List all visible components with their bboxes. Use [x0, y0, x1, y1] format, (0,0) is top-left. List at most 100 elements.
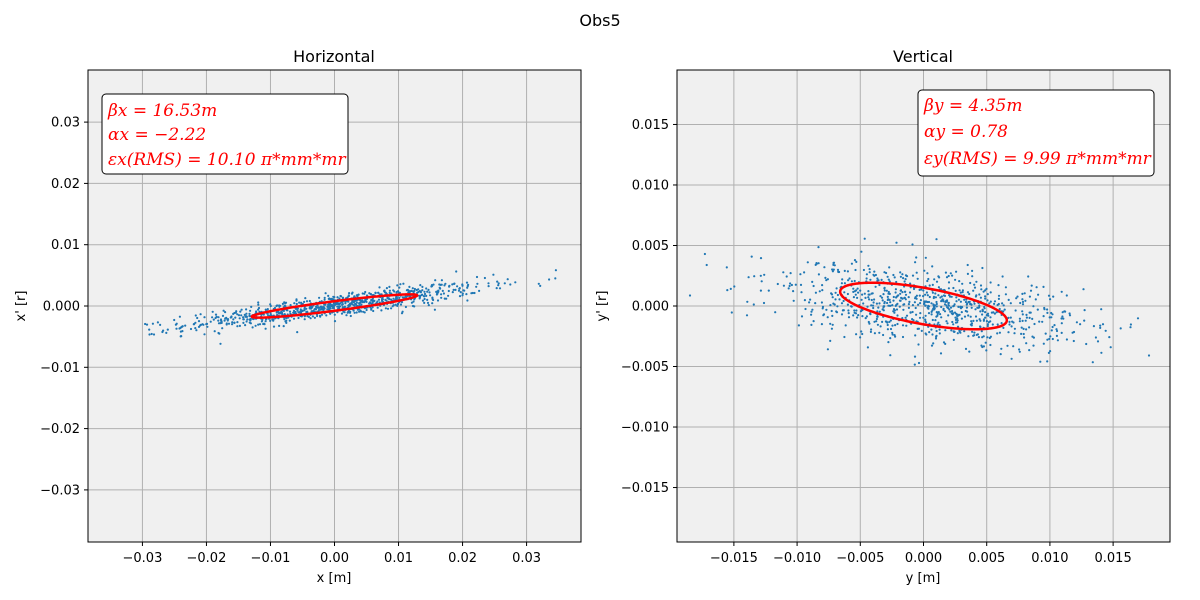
scatter-point [883, 287, 886, 290]
scatter-point [889, 301, 892, 304]
scatter-point [221, 314, 225, 317]
scatter-point [537, 282, 540, 285]
scatter-point [1021, 298, 1024, 301]
scatter-point [1052, 295, 1055, 298]
y-tick-label: 0.010 [632, 178, 669, 193]
scatter-point [1096, 340, 1100, 343]
scatter-point [386, 307, 390, 310]
scatter-point [269, 303, 272, 306]
scatter-point [848, 277, 851, 280]
scatter-point [249, 319, 252, 322]
scatter-point [245, 320, 248, 323]
scatter-point [440, 283, 443, 286]
scatter-point [303, 318, 306, 321]
scatter-point [457, 289, 461, 292]
scatter-point [920, 288, 923, 291]
scatter-point [1004, 286, 1008, 289]
rms-ellipse-vertical [838, 281, 1009, 331]
scatter-point [434, 279, 437, 282]
scatter-point [234, 316, 237, 319]
scatter-point [363, 292, 366, 295]
scatter-point [857, 314, 860, 317]
scatter-point [946, 322, 949, 325]
scatter-point [973, 286, 977, 289]
scatter-point [944, 329, 947, 332]
scatter-point [894, 324, 897, 327]
scatter-point [336, 301, 339, 304]
scatter-point [1047, 351, 1050, 354]
scatter-point [924, 256, 927, 259]
scatter-point [426, 290, 429, 293]
scatter-point [961, 291, 964, 294]
scatter-point [931, 283, 934, 286]
scatter-point [867, 320, 870, 324]
scatter-point [150, 332, 153, 336]
scatter-point [924, 321, 928, 324]
scatter-point [911, 243, 914, 246]
scatter-point [969, 302, 972, 306]
scatter-point [227, 322, 231, 325]
scatter-point [729, 287, 732, 290]
scatter-point [371, 299, 374, 302]
scatter-point [902, 308, 905, 311]
scatter-point [283, 301, 286, 304]
scatter-point [311, 315, 314, 318]
scatter-point [997, 302, 1000, 306]
scatter-point [466, 299, 469, 302]
scatter-point [495, 287, 498, 290]
scatter-point [817, 262, 820, 265]
scatter-point [1047, 294, 1051, 297]
scatter-point [843, 282, 847, 285]
scatter-point [386, 297, 389, 300]
scatter-point [915, 313, 918, 316]
scatter-point [351, 303, 354, 306]
scatter-point [205, 322, 209, 325]
scatter-point [879, 325, 882, 328]
scatter-point [935, 238, 938, 241]
x-tick-label: 0.015 [1095, 551, 1132, 566]
scatter-point [762, 301, 766, 305]
scatter-point [974, 295, 978, 298]
scatter-point [1136, 317, 1140, 320]
scatter-point [883, 300, 886, 304]
scatter-point [852, 296, 856, 299]
scatter-point [873, 332, 877, 335]
scatter-point [1049, 350, 1052, 353]
scatter-point [225, 316, 228, 319]
scatter-point [1018, 348, 1021, 351]
scatter-point [866, 305, 869, 308]
scatter-point [946, 306, 949, 309]
scatter-point [907, 296, 910, 299]
scatter-point [1006, 344, 1009, 347]
scatter-point [952, 338, 955, 341]
scatter-point [726, 289, 729, 292]
scatter-point [898, 305, 901, 308]
scatter-point [419, 284, 422, 287]
scatter-point [327, 297, 330, 300]
scatter-point [864, 317, 867, 320]
scatter-point [947, 304, 951, 307]
scatter-point [173, 318, 176, 322]
scatter-point [931, 333, 934, 336]
scatter-point [396, 304, 399, 307]
scatter-point [868, 268, 871, 271]
scatter-point [320, 305, 323, 308]
scatter-point [350, 292, 354, 295]
scatter-point [399, 303, 403, 306]
scatter-point [476, 282, 479, 285]
scatter-point [220, 320, 223, 323]
scatter-point [1082, 288, 1085, 291]
scatter-point [895, 241, 898, 244]
y-axis-label-vertical: y' [r] [595, 291, 610, 322]
scatter-point [931, 309, 934, 312]
scatter-point [1048, 337, 1051, 340]
scatter-point [360, 303, 363, 306]
scatter-point [276, 304, 279, 307]
scatter-point [940, 295, 944, 298]
x-tick-label: 0.03 [512, 551, 541, 566]
scatter-point [935, 335, 938, 338]
scatter-point [1022, 327, 1025, 330]
scatter-point [384, 307, 387, 310]
scatter-point [965, 303, 968, 306]
scatter-point [1009, 302, 1012, 305]
